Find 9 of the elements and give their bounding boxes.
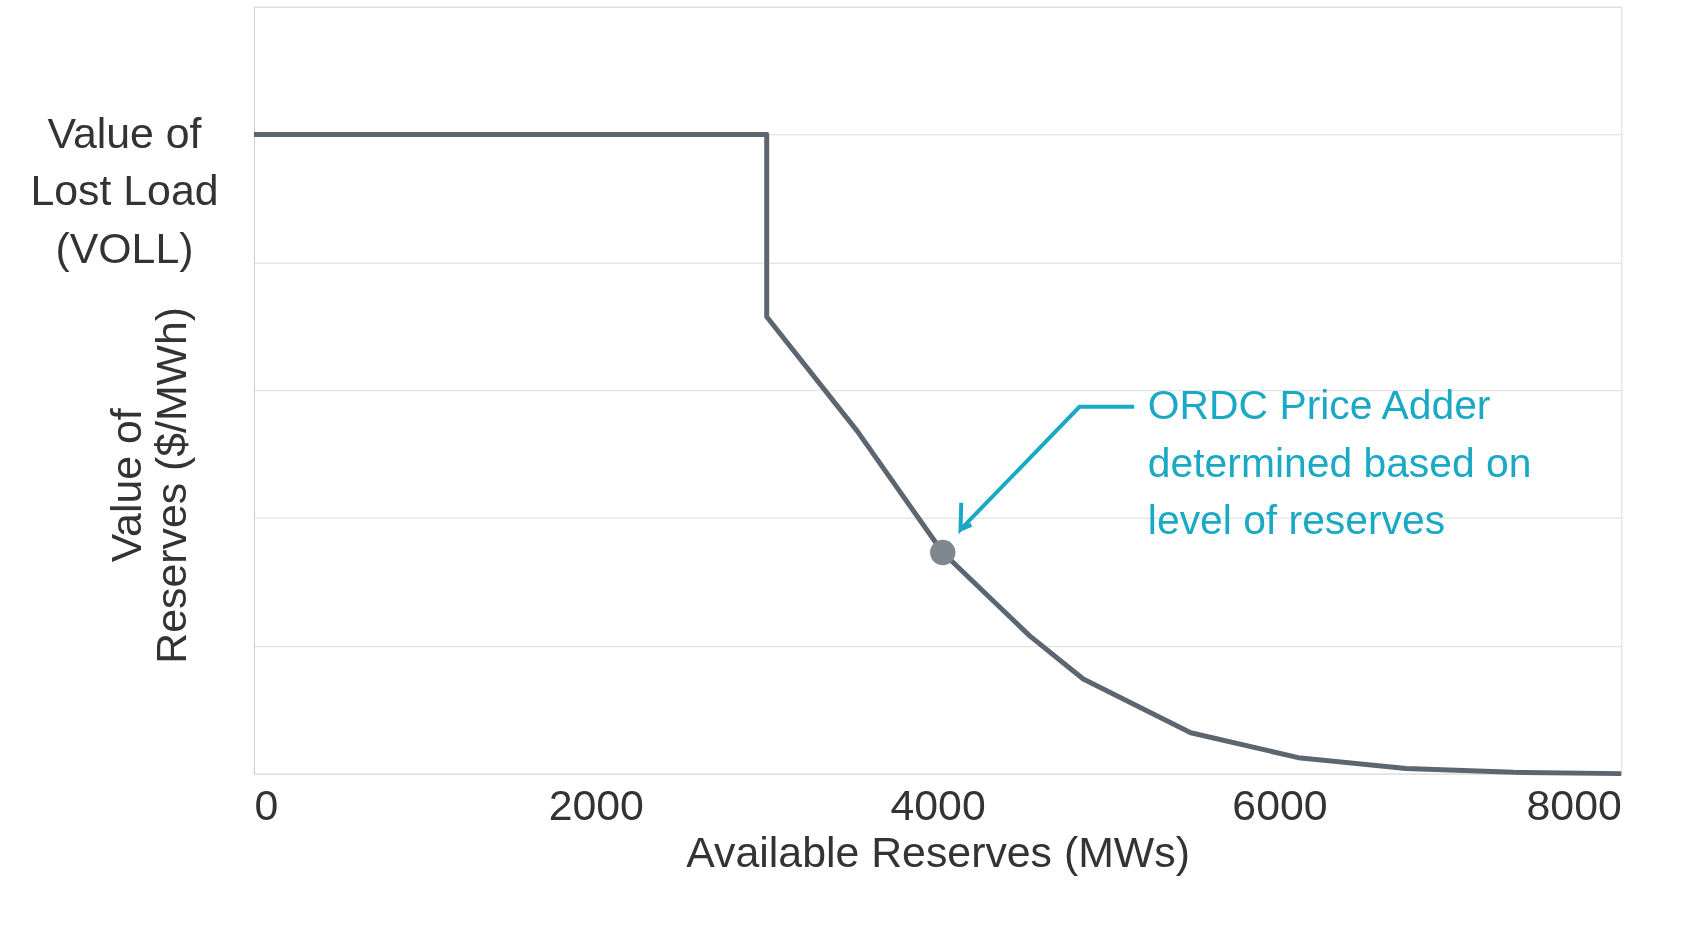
x-tick-label: 8000 (1526, 780, 1622, 829)
annotation: ORDC Price Adder determined based on level of reserves (1147, 381, 1532, 544)
y-axis-title: Value of Reserves ($/MWh) (101, 306, 195, 664)
x-tick-label: 0 (254, 780, 279, 829)
x-tick-label: 6000 (1232, 780, 1328, 829)
x-axis-title: Available Reserves (MWs) (686, 827, 1190, 876)
x-tick-label: 4000 (890, 780, 986, 829)
text: Value of Lost Load (VOLL) (30, 108, 219, 273)
x-tick-label: 2000 (548, 780, 644, 829)
